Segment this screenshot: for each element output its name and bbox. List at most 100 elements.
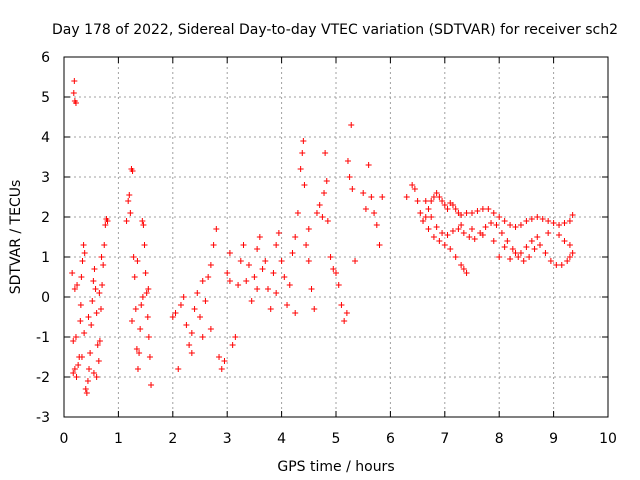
- data-point-marker: [449, 202, 456, 208]
- data-point-marker: [226, 250, 233, 256]
- data-point-marker: [102, 222, 109, 228]
- data-point-marker: [561, 220, 568, 226]
- y-tick-labels: -3 -2 -1 0 1 2 3 4 5 6: [36, 50, 50, 426]
- data-point-marker: [365, 162, 372, 168]
- data-point-marker: [94, 342, 101, 348]
- data-point-marker: [333, 270, 339, 276]
- data-point-marker: [371, 210, 378, 216]
- data-point-marker: [349, 186, 356, 192]
- data-point-marker: [458, 222, 465, 228]
- data-point-marker: [199, 334, 206, 340]
- data-point-marker: [139, 294, 146, 300]
- data-point-marker: [78, 274, 85, 280]
- data-point-marker: [248, 298, 255, 304]
- data-point-marker: [466, 234, 473, 240]
- data-point-marker: [221, 358, 228, 364]
- data-point-marker: [194, 290, 201, 296]
- data-point-marker: [439, 198, 446, 204]
- data-point-marker: [528, 238, 535, 244]
- data-point-marker: [134, 258, 141, 264]
- data-point-marker: [469, 226, 475, 232]
- data-point-marker: [270, 270, 277, 276]
- data-point-marker: [501, 244, 508, 250]
- data-point-marker: [507, 222, 514, 228]
- y-tick-label: 6: [41, 50, 50, 66]
- data-points: [69, 78, 576, 396]
- x-tick-label: 3: [223, 431, 232, 447]
- data-point-marker: [78, 354, 85, 360]
- data-point-marker: [330, 266, 337, 272]
- data-point-marker: [323, 178, 330, 184]
- data-point-marker: [300, 138, 307, 144]
- data-point-marker: [433, 224, 440, 230]
- data-point-marker: [479, 206, 486, 212]
- data-point-marker: [411, 186, 418, 192]
- data-point-marker: [409, 182, 416, 188]
- data-point-marker: [534, 234, 541, 240]
- data-point-marker: [376, 242, 383, 248]
- data-point-marker: [199, 278, 206, 284]
- y-tick-label: 3: [41, 170, 50, 186]
- data-point-marker: [127, 210, 134, 216]
- data-point-marker: [441, 242, 448, 248]
- data-point-marker: [224, 270, 231, 276]
- data-point-marker: [99, 282, 106, 288]
- data-point-marker: [496, 254, 503, 260]
- data-point-marker: [360, 190, 367, 196]
- data-point-marker: [460, 230, 467, 236]
- x-tick-label: 5: [332, 431, 341, 447]
- data-point-marker: [81, 330, 88, 336]
- data-point-marker: [444, 232, 451, 238]
- data-point-marker: [507, 256, 514, 262]
- data-point-marker: [183, 322, 190, 328]
- data-point-marker: [517, 222, 524, 228]
- data-point-marker: [344, 158, 351, 164]
- data-point-marker: [327, 254, 334, 260]
- data-point-marker: [556, 222, 563, 228]
- data-point-marker: [428, 198, 435, 204]
- data-point-marker: [553, 262, 560, 268]
- data-point-marker: [534, 214, 541, 220]
- data-point-marker: [436, 238, 443, 244]
- data-point-marker: [561, 238, 568, 244]
- data-point-marker: [324, 218, 331, 224]
- data-point-marker: [243, 278, 250, 284]
- data-point-marker: [460, 266, 467, 272]
- data-point-marker: [512, 250, 519, 256]
- data-point-marker: [207, 326, 214, 332]
- data-point-marker: [539, 216, 546, 222]
- data-point-marker: [523, 218, 530, 224]
- data-point-marker: [91, 266, 98, 272]
- data-point-marker: [273, 290, 280, 296]
- data-point-marker: [463, 270, 470, 276]
- data-point-marker: [436, 194, 443, 200]
- data-point-marker: [85, 314, 92, 320]
- data-point-marker: [447, 246, 454, 252]
- data-point-marker: [131, 274, 138, 280]
- data-point-marker: [284, 302, 291, 308]
- data-point-marker: [515, 254, 522, 260]
- data-point-marker: [425, 226, 432, 232]
- data-point-marker: [186, 342, 193, 348]
- data-point-marker: [146, 354, 153, 360]
- data-point-marker: [490, 238, 497, 244]
- data-point-marker: [537, 242, 543, 248]
- x-tick-label: 2: [168, 431, 177, 447]
- data-point-marker: [469, 210, 475, 216]
- data-point-marker: [566, 242, 573, 248]
- data-point-marker: [129, 318, 135, 324]
- data-point-marker: [348, 122, 355, 128]
- data-point-marker: [177, 302, 184, 308]
- x-tick-label: 10: [599, 431, 617, 447]
- data-point-marker: [137, 326, 144, 332]
- data-point-marker: [72, 100, 79, 106]
- data-point-marker: [294, 210, 301, 216]
- data-point-marker: [83, 390, 90, 396]
- data-point-marker: [422, 198, 429, 204]
- data-point-marker: [75, 362, 82, 368]
- data-point-marker: [485, 206, 492, 212]
- data-point-marker: [420, 218, 427, 224]
- data-point-marker: [346, 174, 353, 180]
- data-point-marker: [474, 208, 481, 214]
- data-point-marker: [71, 286, 78, 292]
